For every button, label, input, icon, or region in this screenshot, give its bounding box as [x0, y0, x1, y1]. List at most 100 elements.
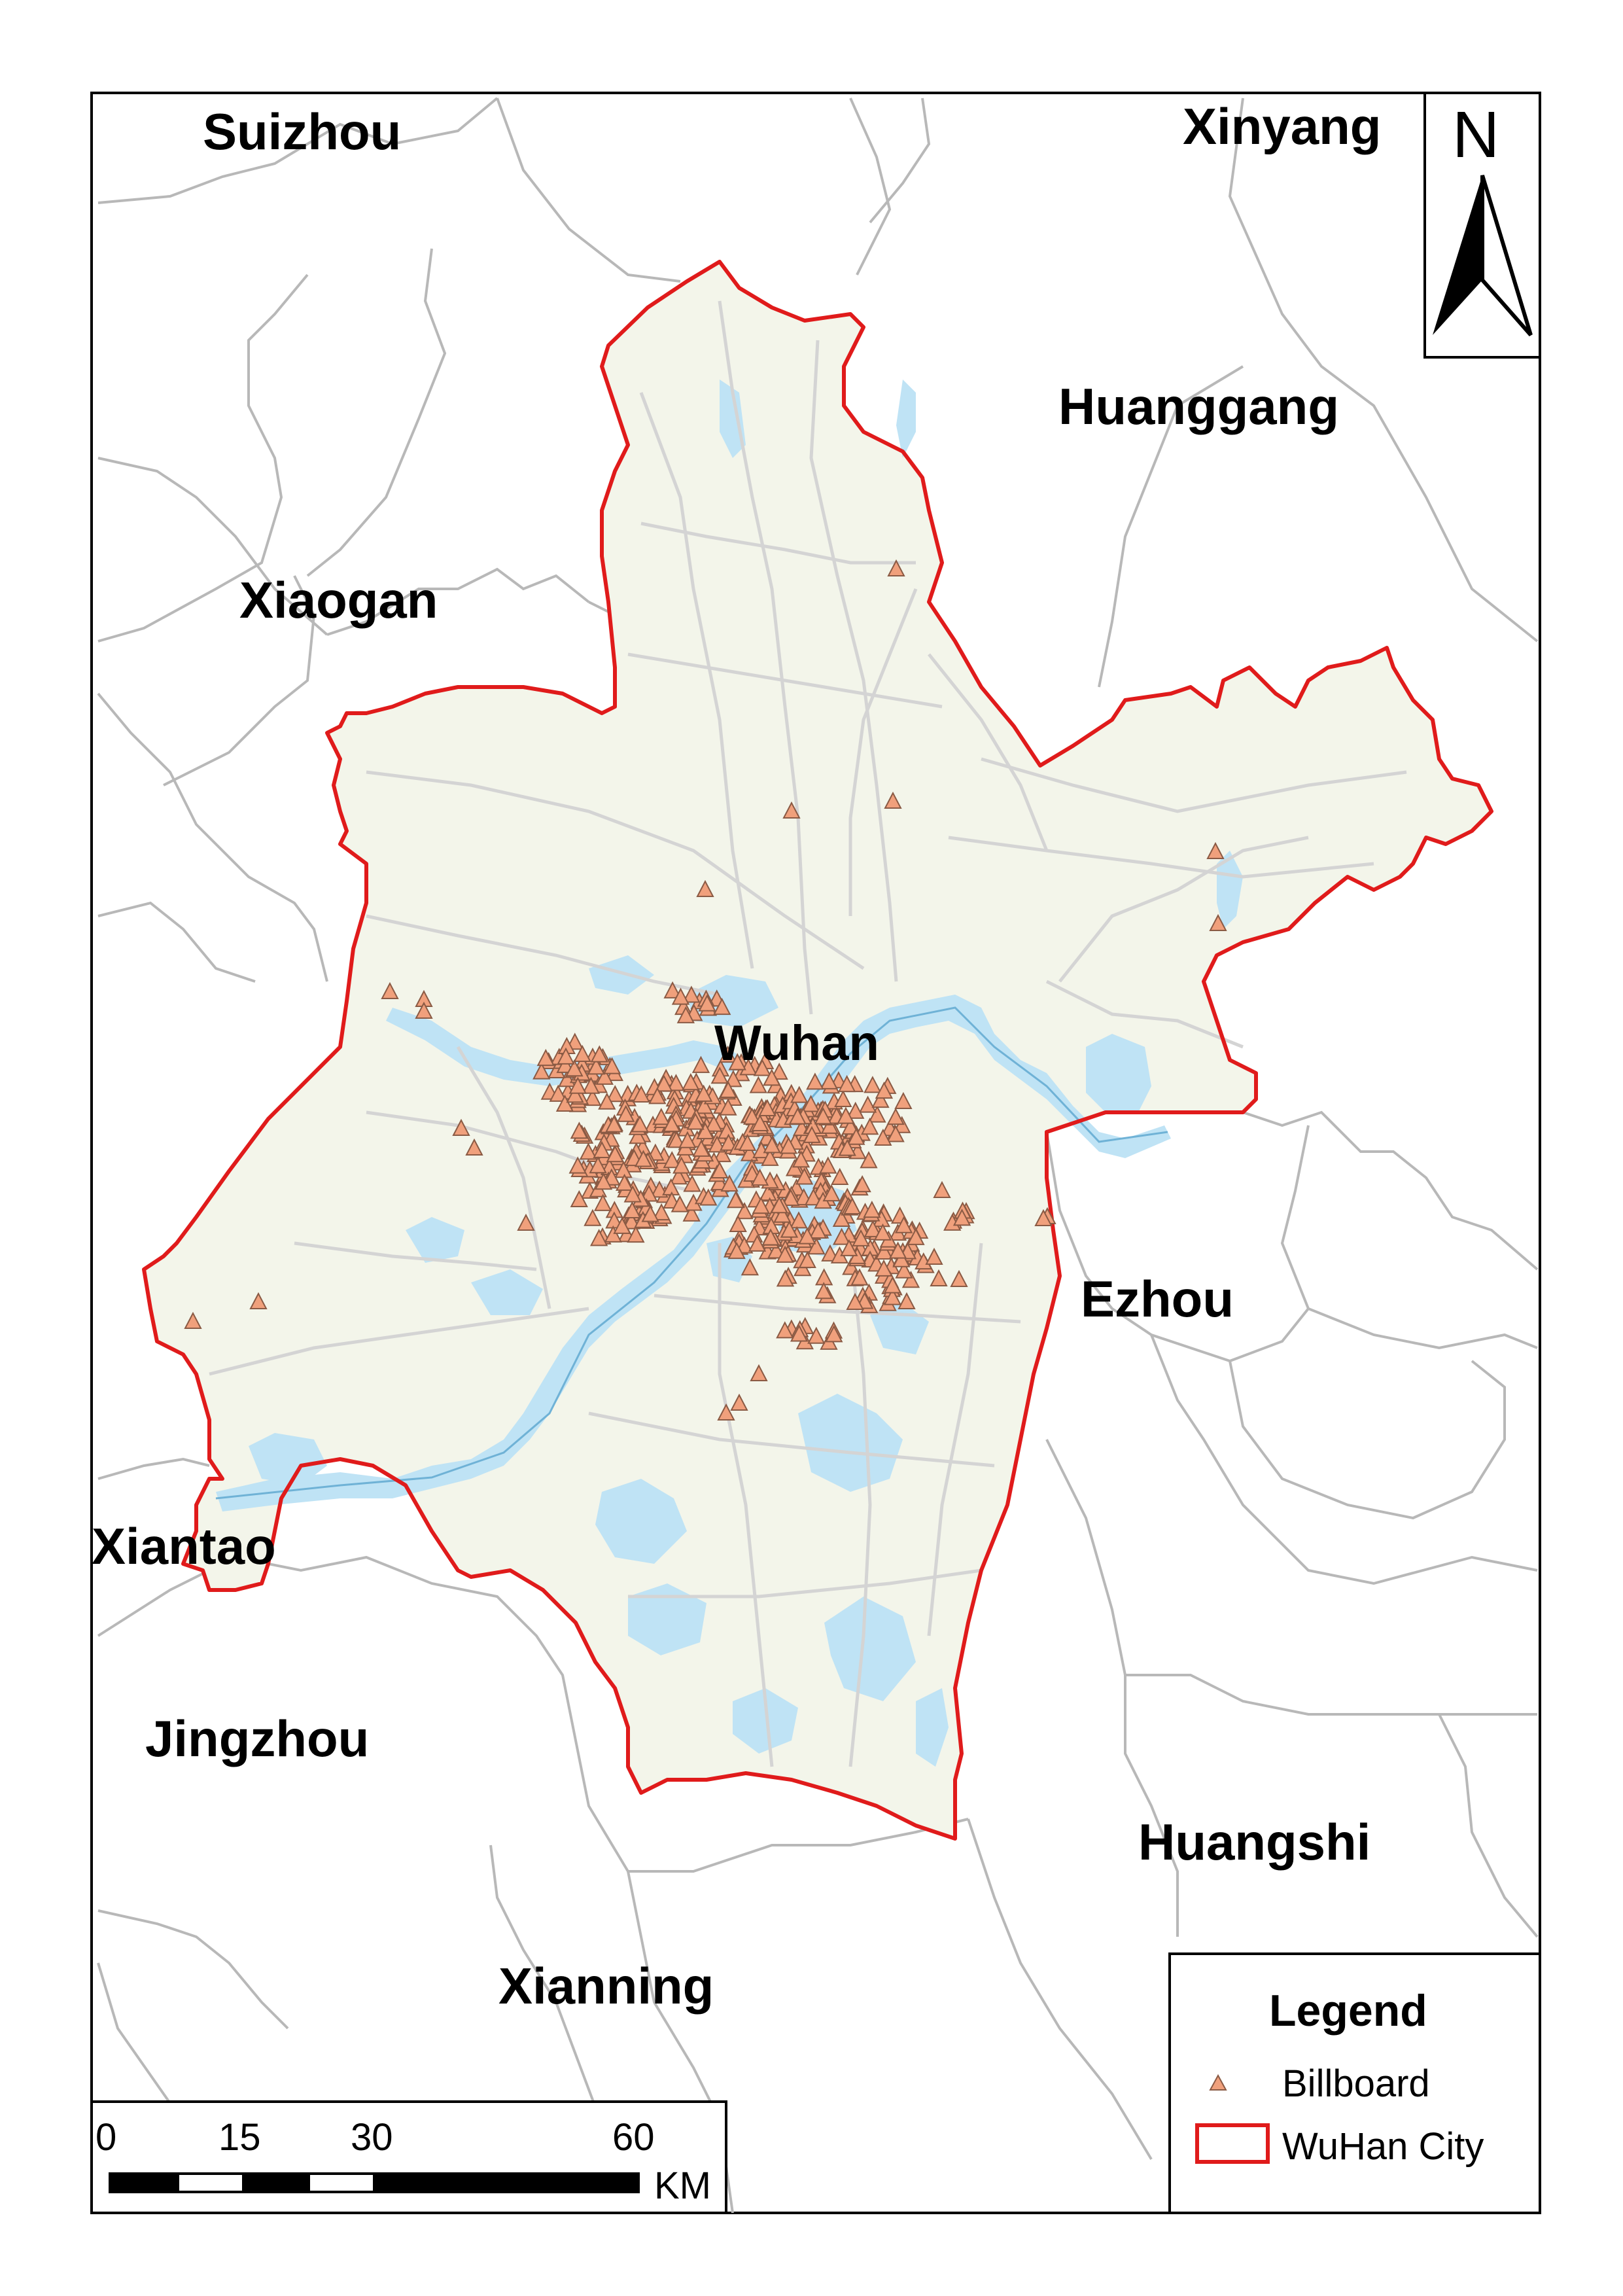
- billboard-marker: [767, 1241, 786, 1259]
- billboard-marker: [669, 1167, 688, 1185]
- billboard-marker: [852, 1229, 870, 1246]
- billboard-marker: [691, 1055, 710, 1073]
- billboard-marker: [933, 1180, 951, 1198]
- billboard-marker: [780, 1220, 799, 1238]
- billboard-marker: [682, 1204, 701, 1222]
- wuhan-land: [144, 262, 1492, 1839]
- label-jingzhou: Jingzhou: [145, 1710, 369, 1767]
- billboard-marker: [678, 1131, 697, 1148]
- billboard-marker: [749, 1076, 767, 1093]
- scale-unit: KM: [654, 2164, 711, 2207]
- billboard-marker: [892, 1250, 911, 1267]
- label-huanggang: Huanggang: [1058, 378, 1339, 435]
- billboard-marker: [832, 1227, 851, 1245]
- billboard-marker: [925, 1247, 943, 1265]
- billboard-marker: [708, 1135, 726, 1153]
- label-xianning: Xianning: [498, 1957, 714, 2015]
- billboard-marker: [1034, 1209, 1053, 1226]
- billboard-marker: [683, 1174, 701, 1192]
- billboard-marker: [632, 1085, 650, 1103]
- billboard-marker: [587, 1057, 606, 1075]
- billboard-marker: [861, 1118, 879, 1135]
- billboard-marker: [568, 1156, 587, 1174]
- billboard-marker: [785, 1159, 804, 1176]
- billboard-marker: [837, 1074, 856, 1093]
- billboard-marker: [615, 1173, 634, 1191]
- billboard-marker: [381, 981, 399, 999]
- billboard-marker: [738, 1133, 757, 1151]
- billboard-marker: [883, 1276, 902, 1294]
- billboard-marker: [806, 1072, 824, 1090]
- road-network: [209, 300, 1407, 1767]
- billboard-marker: [761, 1228, 780, 1246]
- billboard-marker: [822, 1184, 841, 1202]
- billboard-marker: [838, 1139, 856, 1156]
- billboard-marker: [763, 1069, 781, 1086]
- billboard-marker: [672, 1156, 691, 1174]
- billboard-marker: [742, 1107, 761, 1125]
- billboard-marker: [582, 1076, 601, 1094]
- billboard-marker: [629, 1127, 647, 1144]
- billboard-marker: [606, 1145, 624, 1163]
- billboard-marker: [807, 1326, 826, 1344]
- scale-tick-0: 0: [96, 2116, 116, 2159]
- billboard-marker: [729, 1214, 747, 1232]
- billboard-marker: [730, 1393, 748, 1411]
- billboard-marker: [1209, 913, 1227, 931]
- billboard-marker: [555, 1094, 574, 1112]
- billboard-marker: [894, 1091, 913, 1109]
- billboard-marker: [720, 1133, 738, 1151]
- billboard-marker: [804, 1188, 823, 1206]
- billboard-marker: [565, 1059, 584, 1077]
- billboard-marker: [686, 1112, 705, 1130]
- billboard-marker: [593, 1140, 611, 1158]
- scale-bar: 0 15 30 60 KM: [90, 2100, 727, 2214]
- billboard-marker: [663, 1151, 681, 1169]
- billboard-marker: [758, 1099, 777, 1116]
- billboard-marker: [776, 1321, 794, 1339]
- billboard-marker: [886, 1125, 905, 1142]
- billboard-marker: [556, 1055, 574, 1073]
- billboard-marker: [753, 1059, 771, 1076]
- billboard-marker: [682, 1073, 700, 1091]
- billboard-marker: [641, 1205, 659, 1222]
- billboard-marker: [692, 1139, 710, 1157]
- north-arrow-icon: [1433, 175, 1482, 335]
- billboard-marker: [807, 1237, 826, 1255]
- billboard-marker: [589, 1156, 607, 1174]
- billboard-marker: [249, 1292, 268, 1309]
- billboard-marker: [671, 987, 690, 1005]
- billboard-marker: [570, 1190, 588, 1208]
- north-arrow: N: [1423, 92, 1541, 359]
- legend: Legend Billboard WuHan City: [1168, 1952, 1541, 2214]
- billboard-marker: [846, 1292, 864, 1311]
- billboard-marker: [761, 1148, 779, 1166]
- billboard-marker: [886, 1107, 905, 1125]
- billboard-marker: [634, 1150, 653, 1167]
- billboard-marker: [695, 1097, 714, 1114]
- billboard-marker: [853, 1174, 871, 1193]
- billboard-marker: [901, 1271, 920, 1288]
- billboard-marker: [710, 1161, 729, 1178]
- billboard-marker: [710, 1067, 729, 1084]
- billboard-marker: [452, 1118, 470, 1136]
- billboard-marker: [834, 1089, 852, 1107]
- billboard-marker: [837, 1106, 855, 1124]
- billboard-marker: [883, 1288, 902, 1305]
- billboard-marker: [752, 1196, 770, 1214]
- billboard-marker: [907, 1227, 925, 1245]
- billboard-marker: [798, 1227, 816, 1245]
- billboard-marker: [648, 1087, 667, 1104]
- billboard-marker: [465, 1138, 483, 1156]
- billboard-legend-icon: [1209, 2074, 1227, 2091]
- billboard-marker: [782, 801, 801, 819]
- billboard-marker: [825, 1325, 843, 1343]
- billboard-marker: [779, 1137, 798, 1154]
- billboard-marker: [874, 1128, 892, 1146]
- billboard-marker: [694, 1084, 713, 1102]
- billboard-marker: [893, 1116, 911, 1133]
- billboard-marker: [858, 1095, 877, 1113]
- billboard-marker: [884, 791, 902, 809]
- billboard-marker: [713, 997, 731, 1016]
- billboard-marker: [667, 1131, 686, 1148]
